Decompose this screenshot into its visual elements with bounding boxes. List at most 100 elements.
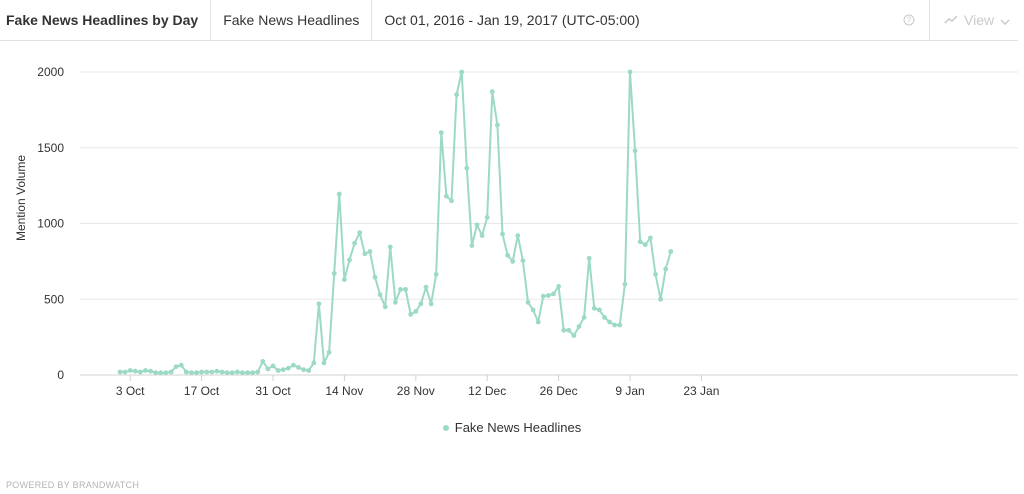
data-point[interactable] [418, 301, 424, 307]
data-point[interactable] [387, 244, 393, 250]
data-point[interactable] [602, 315, 607, 320]
data-point[interactable] [505, 252, 510, 258]
data-point[interactable] [551, 291, 556, 297]
data-point[interactable] [546, 293, 551, 298]
data-point[interactable] [591, 305, 597, 311]
data-point[interactable] [382, 304, 388, 310]
data-point[interactable] [607, 319, 612, 325]
data-point[interactable] [357, 230, 363, 236]
data-point[interactable] [438, 130, 444, 135]
data-point[interactable] [663, 266, 669, 272]
data-point[interactable] [285, 365, 291, 371]
data-point[interactable] [423, 284, 429, 290]
data-point[interactable] [469, 243, 475, 248]
view-button[interactable]: View [930, 0, 1018, 40]
data-point[interactable] [173, 364, 179, 370]
data-point[interactable] [489, 89, 495, 95]
data-point[interactable] [571, 333, 577, 338]
data-point[interactable] [117, 369, 123, 375]
chart-legend[interactable]: Fake News Headlines [0, 420, 1024, 435]
data-point[interactable] [367, 249, 373, 254]
data-point[interactable] [627, 69, 633, 75]
data-point[interactable] [484, 215, 490, 220]
data-point[interactable] [464, 165, 470, 171]
data-point[interactable] [449, 198, 454, 204]
series-line[interactable] [120, 71, 672, 374]
data-point[interactable] [377, 292, 383, 298]
data-point[interactable] [229, 370, 235, 376]
data-point[interactable] [540, 293, 546, 299]
data-point[interactable] [189, 370, 194, 376]
data-point[interactable] [454, 92, 459, 98]
data-point[interactable] [535, 319, 541, 325]
data-point[interactable] [520, 258, 526, 263]
data-point[interactable] [362, 251, 368, 257]
data-point[interactable] [408, 312, 414, 317]
data-point[interactable] [270, 363, 276, 369]
data-point[interactable] [474, 222, 480, 228]
data-point[interactable] [183, 369, 189, 375]
data-point[interactable] [668, 249, 674, 254]
data-point[interactable] [648, 235, 653, 241]
data-point[interactable] [163, 370, 169, 376]
data-point[interactable] [255, 369, 261, 375]
data-point[interactable] [280, 367, 286, 373]
data-point[interactable] [444, 193, 449, 199]
data-point[interactable] [617, 322, 623, 328]
data-point[interactable] [291, 362, 296, 368]
data-point[interactable] [138, 369, 143, 375]
data-point[interactable] [510, 259, 516, 264]
data-point[interactable] [296, 365, 301, 370]
data-point[interactable] [393, 299, 398, 305]
data-point[interactable] [347, 257, 352, 263]
data-point[interactable] [658, 296, 663, 302]
question-circle-icon[interactable]: ? [889, 0, 930, 40]
data-point[interactable] [336, 191, 342, 197]
data-point[interactable] [178, 362, 184, 368]
data-point[interactable] [214, 368, 220, 374]
data-point[interactable] [260, 359, 266, 364]
data-point[interactable] [240, 370, 245, 376]
date-range[interactable]: Oct 01, 2016 - Jan 19, 2017 (UTC-05:00) [384, 12, 640, 28]
data-point[interactable] [566, 327, 572, 333]
query-name[interactable]: Fake News Headlines [211, 0, 373, 40]
data-point[interactable] [148, 368, 154, 374]
data-point[interactable] [653, 271, 658, 277]
data-point[interactable] [132, 368, 138, 374]
data-point[interactable] [122, 369, 128, 375]
data-point[interactable] [342, 277, 347, 282]
data-point[interactable] [637, 239, 643, 245]
data-point[interactable] [622, 281, 628, 287]
data-point[interactable] [428, 301, 434, 307]
data-point[interactable] [525, 299, 531, 305]
data-point[interactable] [576, 324, 582, 329]
data-point[interactable] [311, 360, 317, 366]
data-point[interactable] [398, 287, 403, 292]
data-point[interactable] [158, 370, 164, 376]
data-point[interactable] [306, 368, 312, 373]
data-point[interactable] [199, 369, 205, 375]
data-point[interactable] [127, 368, 133, 373]
data-point[interactable] [372, 274, 378, 280]
data-point[interactable] [561, 327, 567, 333]
data-point[interactable] [143, 368, 148, 373]
data-point[interactable] [219, 369, 225, 375]
data-point[interactable] [168, 369, 174, 375]
data-point[interactable] [515, 233, 521, 239]
data-point[interactable] [479, 233, 485, 239]
data-point[interactable] [316, 301, 322, 307]
data-point[interactable] [275, 368, 281, 373]
data-point[interactable] [326, 349, 332, 355]
data-point[interactable] [612, 322, 618, 328]
data-point[interactable] [500, 231, 505, 237]
data-point[interactable] [301, 367, 306, 373]
data-point[interactable] [265, 366, 271, 372]
data-point[interactable] [581, 315, 587, 320]
data-point[interactable] [194, 370, 199, 376]
data-point[interactable] [495, 122, 500, 128]
data-point[interactable] [597, 307, 602, 313]
data-point[interactable] [224, 370, 230, 376]
data-point[interactable] [403, 287, 408, 292]
data-point[interactable] [586, 255, 592, 261]
data-point[interactable] [413, 309, 419, 314]
